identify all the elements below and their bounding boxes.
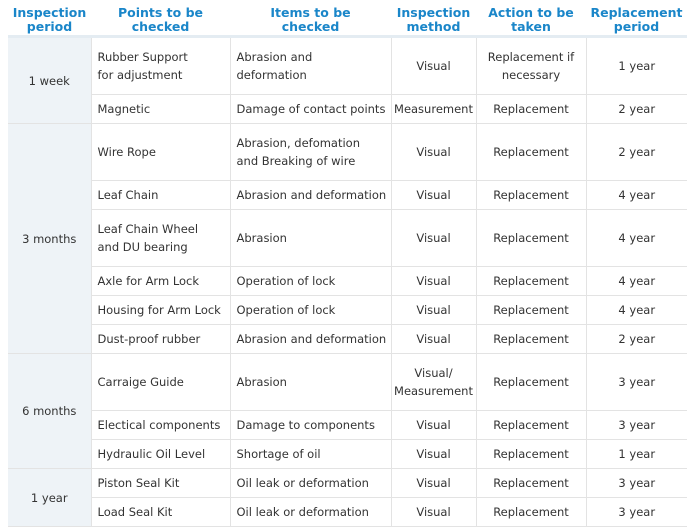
item-cell: Abrasion xyxy=(229,209,391,267)
header-inspection-method: Inspection method xyxy=(391,4,476,38)
replacement-cell: 4 year xyxy=(585,266,687,296)
point-cell: Axle for Arm Lock xyxy=(90,266,230,296)
item-cell: Abrasion, defomation and Breaking of wir… xyxy=(229,123,391,181)
item-cell: Damage to components xyxy=(229,410,391,440)
point-cell: Rubber Support for adjustment xyxy=(90,36,230,95)
table-header-row: Inspection period Points to be checked I… xyxy=(8,4,687,38)
point-cell: Carraige Guide xyxy=(90,353,230,411)
table-row: Electical components Damage to component… xyxy=(8,410,687,440)
replacement-cell: 4 year xyxy=(585,180,687,210)
action-cell: Replacement xyxy=(475,295,586,325)
replacement-cell: 1 year xyxy=(585,36,687,95)
point-cell: Piston Seal Kit xyxy=(90,468,230,498)
method-cell: Visual xyxy=(390,439,476,469)
replacement-cell: 2 year xyxy=(585,324,687,354)
table-row: Magnetic Damage of contact points Measur… xyxy=(8,94,687,124)
action-cell: Replacement xyxy=(475,497,586,527)
action-cell: Replacement if necessary xyxy=(475,36,586,95)
table-row: 1 week Rubber Support for adjustment Abr… xyxy=(8,36,687,124)
action-cell: Replacement xyxy=(475,209,586,267)
header-replacement-period: Replacement period xyxy=(586,4,687,38)
method-cell: Visual/ Measurement xyxy=(390,353,476,411)
table-row: Housing for Arm Lock Operation of lock V… xyxy=(8,295,687,325)
method-cell: Visual xyxy=(390,180,476,210)
method-cell: Visual xyxy=(390,36,476,95)
point-cell: Load Seal Kit xyxy=(90,497,230,527)
replacement-cell: 3 year xyxy=(585,410,687,440)
item-cell: Oil leak or deformation xyxy=(229,497,391,527)
point-cell: Magnetic xyxy=(90,94,230,124)
method-cell: Visual xyxy=(390,324,476,354)
period-cell: 6 months xyxy=(8,353,91,469)
table-row: Hydraulic Oil Level Shortage of oil Visu… xyxy=(8,439,687,469)
replacement-cell: 4 year xyxy=(585,209,687,267)
point-cell: Housing for Arm Lock xyxy=(90,295,230,325)
method-cell: Visual xyxy=(390,468,476,498)
table-row: Dust-proof rubber Abrasion and deformati… xyxy=(8,324,687,354)
method-cell: Visual xyxy=(390,266,476,296)
table-row: Leaf Chain Wheel and DU bearing Abrasion… xyxy=(8,209,687,267)
point-cell: Hydraulic Oil Level xyxy=(90,439,230,469)
table-row: 6 months Carraige Guide Abrasion Visual/… xyxy=(8,353,687,469)
replacement-cell: 3 year xyxy=(585,497,687,527)
point-cell: Leaf Chain Wheel and DU bearing xyxy=(90,209,230,267)
period-cell: 3 months xyxy=(8,123,91,354)
action-cell: Replacement xyxy=(475,266,586,296)
item-cell: Operation of lock xyxy=(229,295,391,325)
item-cell: Oil leak or deformation xyxy=(229,468,391,498)
action-cell: Replacement xyxy=(475,94,586,124)
item-cell: Abrasion and deformation xyxy=(229,324,391,354)
method-cell: Visual xyxy=(390,410,476,440)
point-cell: Electical components xyxy=(90,410,230,440)
action-cell: Replacement xyxy=(475,353,586,411)
method-cell: Visual xyxy=(390,209,476,267)
inspection-table: Inspection period Points to be checked I… xyxy=(8,4,687,527)
method-cell: Measurement xyxy=(390,94,476,124)
replacement-cell: 3 year xyxy=(585,353,687,411)
header-inspection-period: Inspection period xyxy=(8,4,91,38)
item-cell: Abrasion xyxy=(229,353,391,411)
method-cell: Visual xyxy=(390,295,476,325)
item-cell: Abrasion and deformation xyxy=(229,180,391,210)
item-cell: Operation of lock xyxy=(229,266,391,296)
table-row: Leaf Chain Abrasion and deformation Visu… xyxy=(8,180,687,210)
table-row: Axle for Arm Lock Operation of lock Visu… xyxy=(8,266,687,296)
point-cell: Leaf Chain xyxy=(90,180,230,210)
period-cell: 1 year xyxy=(8,468,91,527)
item-cell: Shortage of oil xyxy=(229,439,391,469)
inspection-table-container: Inspection period Points to be checked I… xyxy=(8,4,687,527)
header-items-to-be-checked: Items to be checked xyxy=(230,4,391,38)
table-row: Load Seal Kit Oil leak or deformation Vi… xyxy=(8,497,687,527)
action-cell: Replacement xyxy=(475,468,586,498)
replacement-cell: 3 year xyxy=(585,468,687,498)
replacement-cell: 1 year xyxy=(585,439,687,469)
replacement-cell: 4 year xyxy=(585,295,687,325)
action-cell: Replacement xyxy=(475,439,586,469)
method-cell: Visual xyxy=(390,497,476,527)
replacement-cell: 2 year xyxy=(585,94,687,124)
method-cell: Visual xyxy=(390,123,476,181)
action-cell: Replacement xyxy=(475,324,586,354)
period-cell: 1 week xyxy=(8,36,91,124)
header-points-to-be-checked: Points to be checked xyxy=(91,4,230,38)
item-cell: Damage of contact points xyxy=(229,94,391,124)
action-cell: Replacement xyxy=(475,180,586,210)
point-cell: Dust-proof rubber xyxy=(90,324,230,354)
action-cell: Replacement xyxy=(475,410,586,440)
replacement-cell: 2 year xyxy=(585,123,687,181)
item-cell: Abrasion and deformation xyxy=(229,36,391,95)
table-row: 3 months Wire Rope Abrasion, defomation … xyxy=(8,123,687,354)
point-cell: Wire Rope xyxy=(90,123,230,181)
action-cell: Replacement xyxy=(475,123,586,181)
header-action-to-be-taken: Action to be taken xyxy=(476,4,586,38)
table-row: 1 year Piston Seal Kit Oil leak or defor… xyxy=(8,468,687,527)
